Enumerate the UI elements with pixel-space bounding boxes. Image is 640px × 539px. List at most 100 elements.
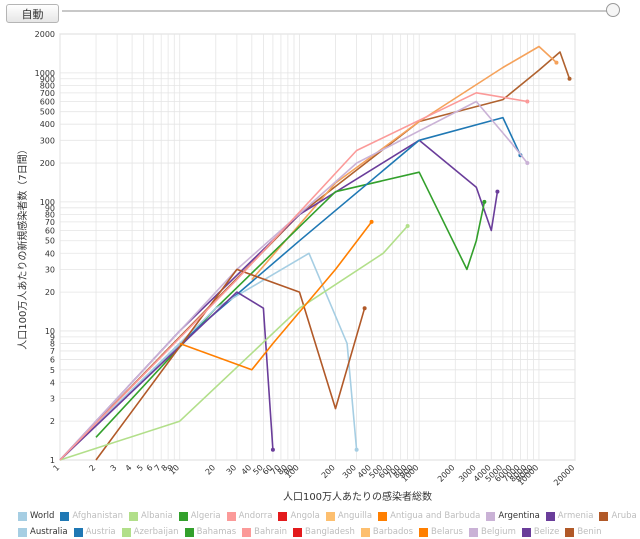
- x-tick-label: 3: [109, 463, 119, 473]
- legend-item[interactable]: Australia: [18, 527, 68, 537]
- y-tick-label: 200: [40, 159, 55, 168]
- legend-item[interactable]: Andorra: [226, 511, 272, 521]
- legend-row: World Afghanistan Albania Algeria Andorra Ang…: [18, 508, 638, 524]
- y-tick-label: 1: [50, 456, 55, 465]
- legend-swatch: [599, 511, 609, 521]
- legend-label: Belarus: [431, 527, 463, 537]
- y-tick-label: 70: [45, 218, 55, 227]
- plot-area: [59, 33, 576, 461]
- series-line: [59, 252, 358, 461]
- legend-item[interactable]: Austria: [73, 527, 116, 537]
- legend-item[interactable]: Benin: [565, 527, 602, 537]
- series-point: [354, 447, 359, 452]
- legend-item[interactable]: Barbados: [360, 527, 414, 537]
- series-line: [59, 225, 409, 461]
- top-controls: 自動: [0, 0, 640, 26]
- x-tick-label: 8: [160, 463, 170, 473]
- legend-swatch: [226, 511, 236, 521]
- y-tick-label: 4: [50, 378, 55, 387]
- legend-label: Armenia: [557, 511, 594, 521]
- time-slider-knob[interactable]: [606, 3, 620, 17]
- y-tick-label: 40: [45, 249, 55, 258]
- legend-item[interactable]: Anguilla: [325, 511, 373, 521]
- x-tick-label: 6: [145, 463, 155, 473]
- legend-label: Azerbaijan: [133, 527, 179, 537]
- y-tick-label: 2000: [35, 30, 55, 39]
- series-line: [59, 92, 528, 461]
- legend-item[interactable]: Belarus: [419, 527, 463, 537]
- x-tick-label: 1: [51, 463, 61, 473]
- y-tick-label: 60: [45, 227, 55, 236]
- x-tick-label: 5: [135, 463, 145, 473]
- legend-swatch: [184, 527, 194, 537]
- legend-label: World: [30, 511, 55, 521]
- legend-label: Antigua and Barbuda: [390, 511, 481, 521]
- legend-item[interactable]: Bahamas: [184, 527, 237, 537]
- x-tick-label: 4: [124, 463, 134, 473]
- y-tick-label: 1000: [35, 69, 55, 78]
- y-tick-label: 300: [40, 136, 55, 145]
- legend-swatch: [121, 527, 131, 537]
- series-point: [362, 306, 367, 311]
- legend-item[interactable]: Bangladesh: [293, 527, 355, 537]
- legend-item[interactable]: Angola: [278, 511, 320, 521]
- y-tick-label: 2: [50, 417, 55, 426]
- y-tick-label: 7: [50, 347, 55, 356]
- legend-item[interactable]: Algeria: [178, 511, 221, 521]
- legend-swatch: [360, 527, 370, 537]
- legend-item[interactable]: Afghanistan: [60, 511, 123, 521]
- y-tick-label: 700: [40, 89, 55, 98]
- x-tick-label: 9: [166, 463, 176, 473]
- series-line: [59, 100, 529, 461]
- x-tick-label: 2: [87, 463, 97, 473]
- legend-item[interactable]: World: [18, 511, 54, 521]
- x-tick-label: 200: [320, 463, 337, 480]
- legend-item[interactable]: Belgium: [469, 527, 516, 537]
- legend: World Afghanistan Albania Algeria Andorra Ang…: [18, 508, 638, 539]
- legend-swatch: [486, 511, 496, 521]
- series-point: [270, 447, 275, 452]
- legend-item[interactable]: Belize: [521, 527, 559, 537]
- legend-label: Anguilla: [337, 511, 373, 521]
- legend-item[interactable]: Antigua and Barbuda: [378, 511, 480, 521]
- legend-swatch: [545, 511, 555, 521]
- series-point: [567, 76, 572, 81]
- legend-label: Barbados: [372, 527, 414, 537]
- legend-swatch: [378, 511, 388, 521]
- legend-item[interactable]: Albania: [128, 511, 173, 521]
- legend-label: Argentina: [498, 511, 540, 521]
- y-tick-label: 8: [50, 339, 55, 348]
- y-tick-label: 90: [45, 204, 55, 213]
- series-point: [369, 219, 374, 224]
- legend-swatch: [178, 511, 188, 521]
- series-line: [251, 45, 558, 281]
- legend-label: Albania: [140, 511, 173, 521]
- legend-label: Algeria: [190, 511, 221, 521]
- legend-swatch: [293, 527, 303, 537]
- legend-swatch: [18, 511, 27, 521]
- legend-label: Aruba: [611, 511, 637, 521]
- x-tick-label: 300: [341, 463, 358, 480]
- legend-label: Bangladesh: [305, 527, 355, 537]
- legend-item[interactable]: Argentina: [486, 511, 540, 521]
- legend-label: Afghanistan: [72, 511, 123, 521]
- legend-swatch: [128, 511, 138, 521]
- x-tick-label: 20000: [552, 463, 576, 487]
- series-point: [525, 161, 530, 166]
- series-point: [405, 224, 410, 229]
- y-tick-label: 9: [50, 333, 55, 342]
- legend-swatch: [278, 511, 288, 521]
- auto-play-button[interactable]: 自動: [6, 4, 59, 23]
- legend-item[interactable]: Armenia: [545, 511, 594, 521]
- y-tick-label: 20: [45, 288, 55, 297]
- series-point: [482, 199, 487, 204]
- series-line: [59, 291, 274, 461]
- legend-item[interactable]: Azerbaijan: [121, 527, 179, 537]
- legend-item[interactable]: Aruba: [599, 511, 637, 521]
- legend-label: Bahamas: [196, 527, 237, 537]
- legend-label: Angola: [290, 511, 320, 521]
- time-slider-track[interactable]: [62, 10, 610, 12]
- series-point: [525, 99, 530, 104]
- legend-label: Bahrain: [254, 527, 288, 537]
- legend-item[interactable]: Bahrain: [242, 527, 287, 537]
